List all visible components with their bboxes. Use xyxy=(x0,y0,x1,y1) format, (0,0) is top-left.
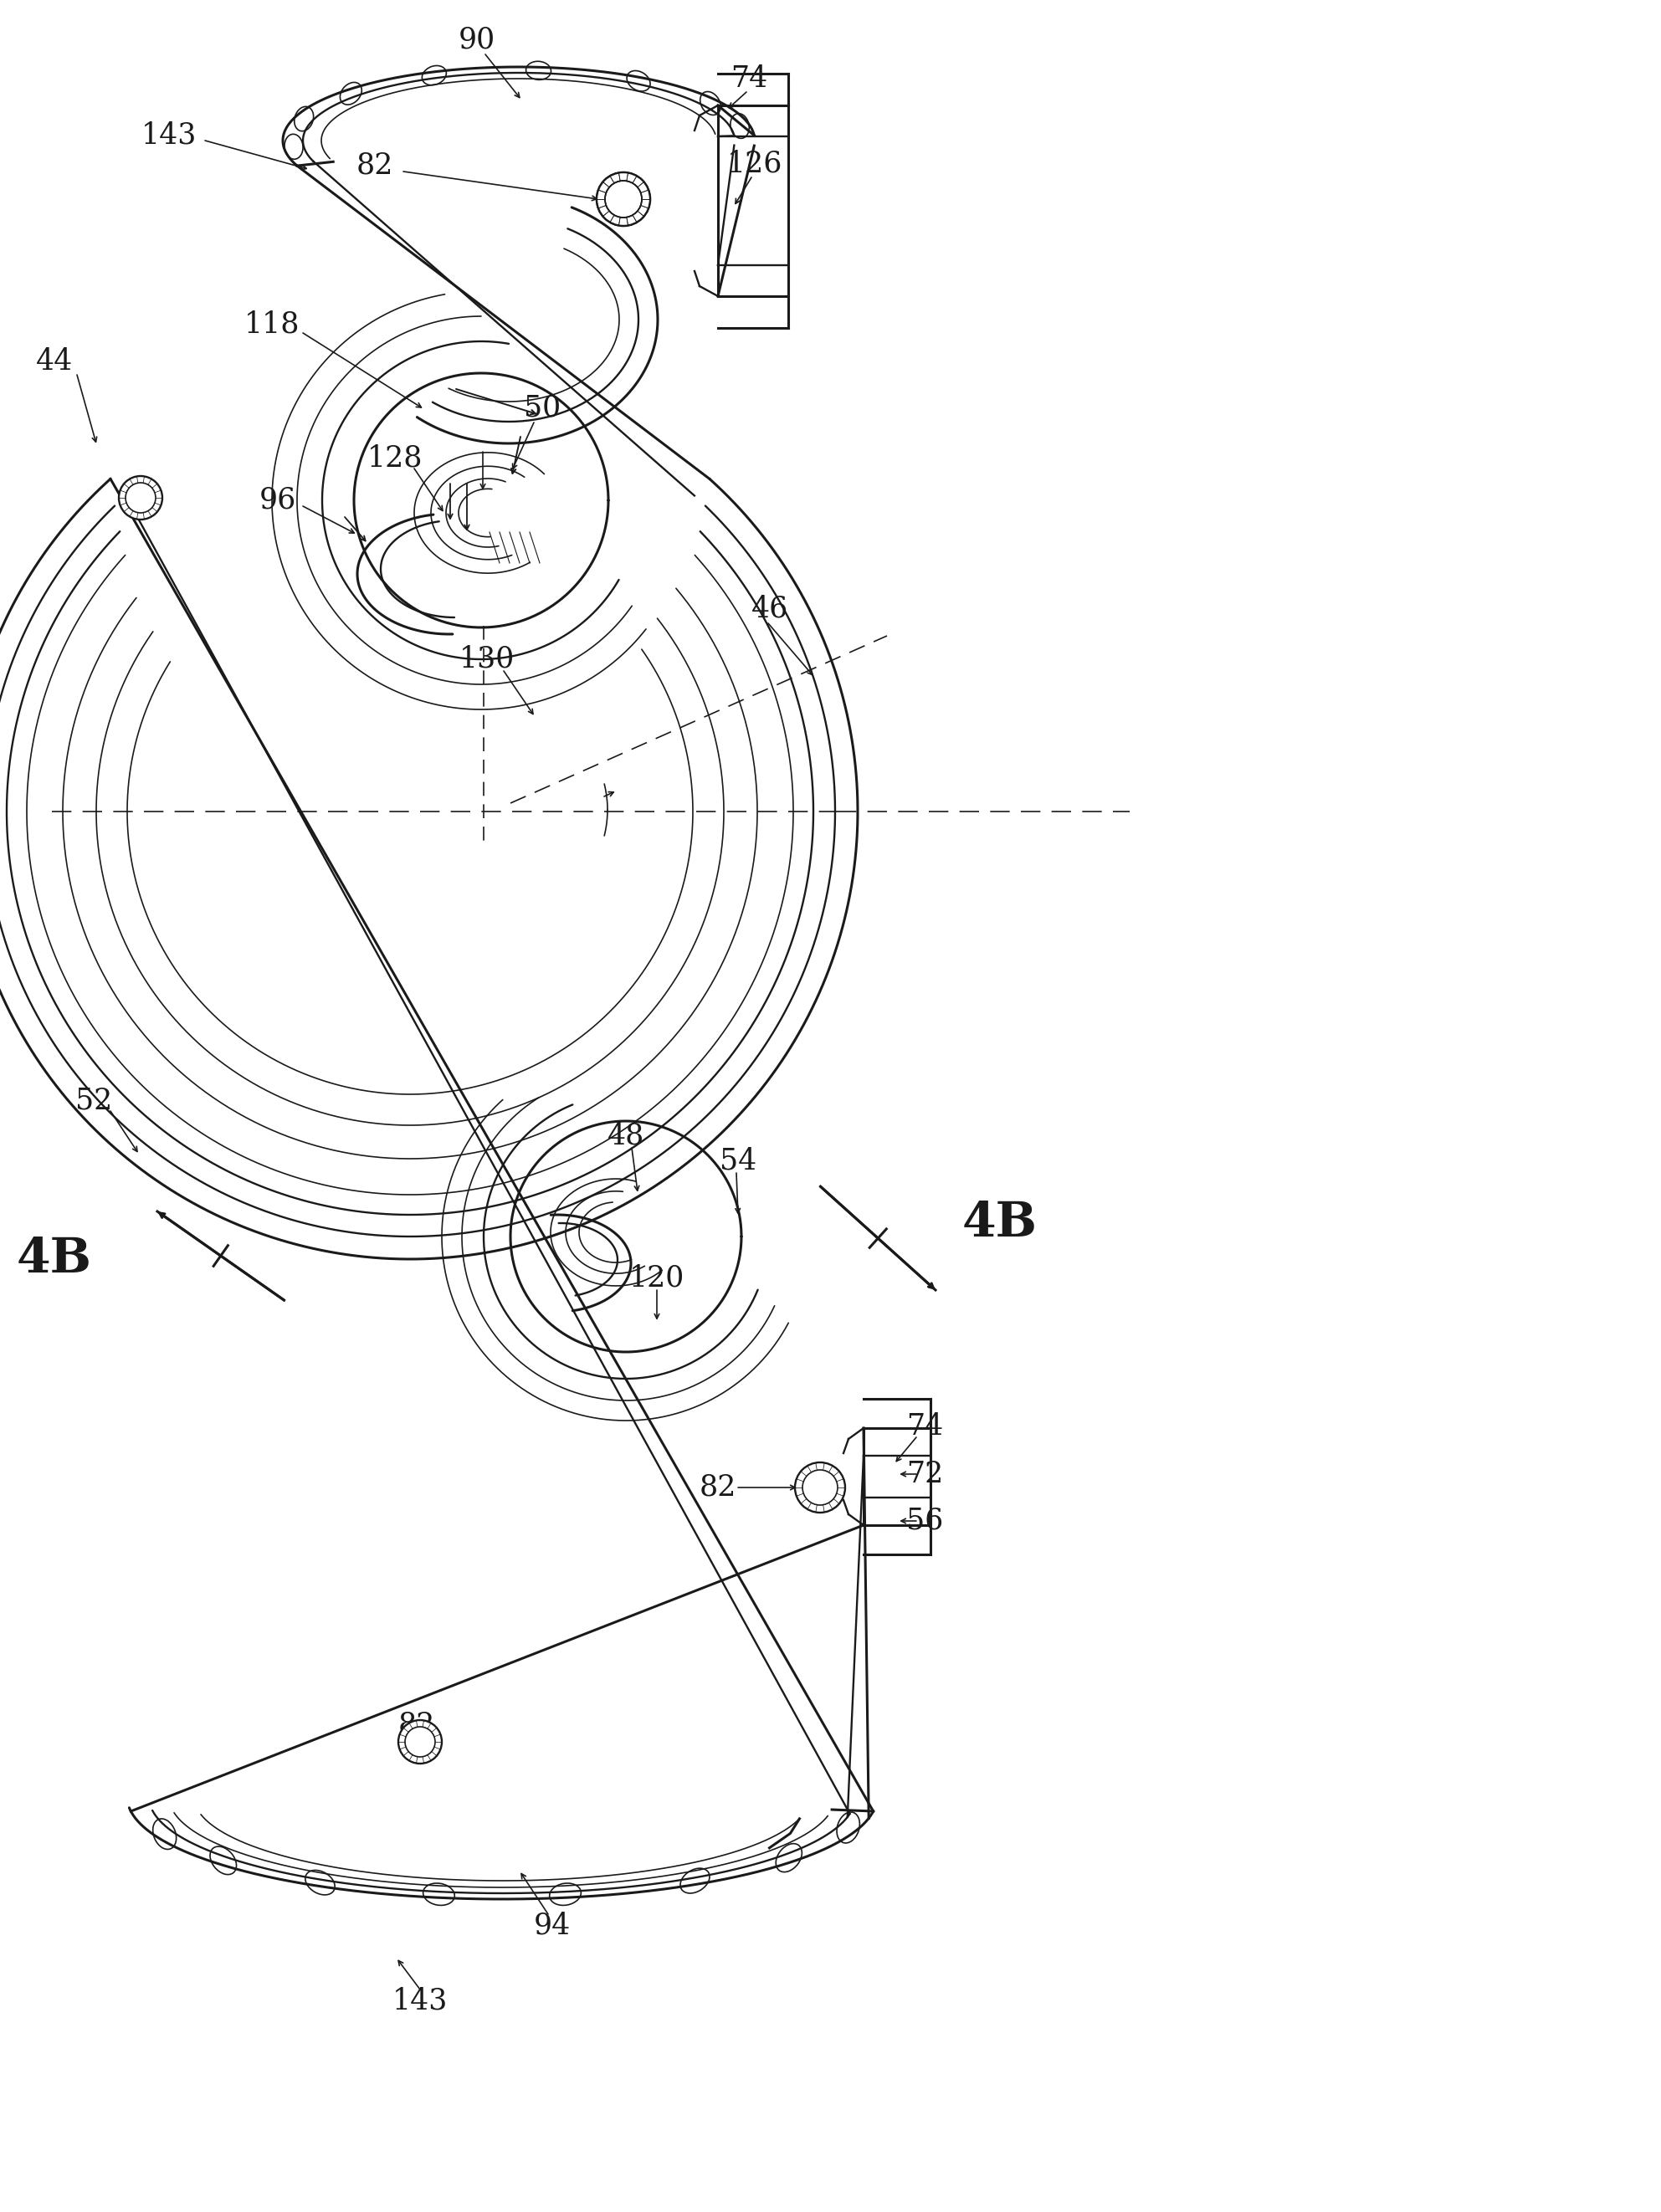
Text: 143: 143 xyxy=(141,122,196,150)
Text: 74: 74 xyxy=(731,64,767,93)
Circle shape xyxy=(399,1721,442,1763)
Text: 128: 128 xyxy=(367,445,424,473)
Text: 54: 54 xyxy=(719,1148,756,1175)
Text: 4B: 4B xyxy=(962,1199,1038,1248)
Text: 120: 120 xyxy=(630,1263,684,1292)
Text: 90: 90 xyxy=(458,27,495,55)
Text: 126: 126 xyxy=(728,148,782,177)
Text: 56: 56 xyxy=(905,1506,943,1535)
Text: 143: 143 xyxy=(392,1986,448,2015)
Text: 46: 46 xyxy=(751,595,789,624)
Text: 96: 96 xyxy=(259,487,296,515)
Text: 118: 118 xyxy=(244,310,299,338)
Text: 50: 50 xyxy=(523,394,561,422)
Text: 130: 130 xyxy=(458,646,515,672)
Circle shape xyxy=(596,173,649,226)
Circle shape xyxy=(796,1462,845,1513)
Text: 82: 82 xyxy=(699,1473,736,1502)
Text: 4B: 4B xyxy=(17,1237,91,1283)
Text: 72: 72 xyxy=(907,1460,943,1489)
Circle shape xyxy=(596,173,649,226)
Text: 44: 44 xyxy=(37,347,73,376)
Text: 82: 82 xyxy=(399,1710,435,1739)
Text: 48: 48 xyxy=(608,1121,644,1150)
Text: 82: 82 xyxy=(357,150,394,179)
Circle shape xyxy=(120,476,163,520)
Text: 52: 52 xyxy=(75,1086,113,1115)
Text: 74: 74 xyxy=(907,1411,943,1440)
Text: 94: 94 xyxy=(533,1911,571,1940)
